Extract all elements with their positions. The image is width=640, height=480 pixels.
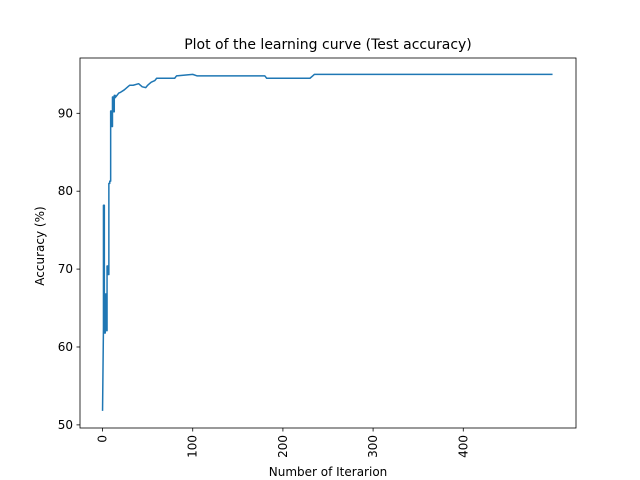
series-line-0 <box>101 73 553 411</box>
chart-title: Plot of the learning curve (Test accurac… <box>184 37 472 53</box>
axes-frame: 50 60 70 80 90 0 100 200 300 400 <box>58 57 577 458</box>
plot-area <box>101 73 553 411</box>
y-tick-label-80: 80 <box>58 184 73 198</box>
axes-spines <box>79 57 577 429</box>
x-tick-label-200: 200 <box>276 435 290 458</box>
y-tick-label-60: 60 <box>58 340 73 354</box>
y-axis-label: Accuracy (%) <box>33 206 47 285</box>
x-tick-label-300: 300 <box>366 435 380 458</box>
y-tick-label-90: 90 <box>58 106 73 120</box>
y-tick-label-50: 50 <box>58 418 73 432</box>
x-tick-label-400: 400 <box>456 435 470 458</box>
x-tick-label-100: 100 <box>186 435 200 458</box>
x-tick-label-0: 0 <box>96 435 110 443</box>
x-axis-label: Number of Iterarion <box>269 465 388 479</box>
y-tick-label-70: 70 <box>58 262 73 276</box>
